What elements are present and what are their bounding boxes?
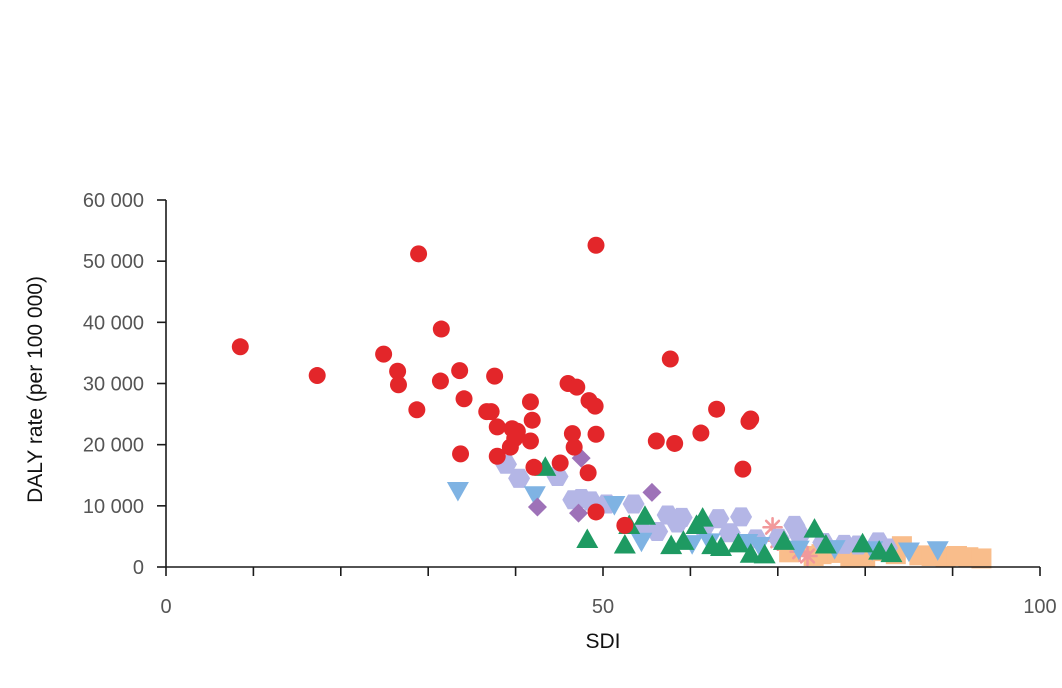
data-point-triangle-up — [739, 543, 762, 563]
data-point-diamond — [642, 482, 662, 502]
y-tick-label: 20 000 — [83, 435, 144, 457]
y-axis-title: DALY rate (per 100 000) — [24, 276, 47, 503]
data-point-circle — [488, 447, 506, 465]
data-point-triangle-up — [803, 518, 826, 538]
data-point-circle — [451, 362, 469, 380]
data-point-circle — [455, 390, 473, 408]
data-point-circle — [587, 503, 605, 521]
y-axis-ticks: 0 10 000 20 000 30 000 40 000 50 000 60 000 — [83, 190, 166, 579]
data-point-circle — [482, 403, 500, 421]
data-point-triangle-down — [603, 496, 626, 516]
data-point-circle — [525, 458, 543, 476]
data-point-circle — [734, 460, 752, 478]
y-tick-label: 60 000 — [83, 190, 144, 212]
data-point-circle — [486, 367, 504, 385]
data-point-hexagon — [788, 525, 811, 545]
data-point-triangle-down — [630, 532, 653, 553]
asterisk-stroke — [764, 519, 781, 535]
data-point-square — [971, 548, 992, 569]
data-point-circle — [661, 350, 679, 368]
data-point-circle — [488, 418, 506, 436]
data-point-circle — [410, 245, 428, 263]
data-point-circle — [692, 424, 710, 442]
data-point-hexagon — [646, 522, 669, 542]
data-point-circle — [586, 397, 604, 415]
data-point-triangle-up — [633, 505, 656, 525]
data-point-circle — [389, 362, 407, 380]
data-point-hexagon — [707, 509, 730, 529]
data-point-triangle-up — [814, 533, 837, 554]
data-point-circle — [579, 464, 597, 482]
data-point-circle — [587, 236, 605, 254]
x-tick-label: 0 — [160, 596, 171, 618]
data-point-circle — [508, 422, 526, 440]
data-point-circle — [616, 516, 634, 534]
data-point-triangle-down — [897, 542, 920, 563]
data-point-circle — [389, 376, 407, 394]
data-point-triangle-up — [727, 532, 750, 553]
data-point-circle — [708, 400, 726, 418]
data-point-triangle-up — [691, 507, 714, 527]
x-axis-title: SDI — [585, 630, 620, 653]
data-point-triangle-up — [576, 528, 599, 549]
series-circle — [231, 236, 760, 534]
data-point-hexagon — [718, 523, 741, 543]
x-tick-label: 50 — [592, 596, 614, 618]
x-axis-ticks: 0 50 100 — [160, 567, 1057, 618]
data-point-triangle-up — [613, 533, 636, 554]
data-point-triangle-up — [851, 532, 874, 553]
data-point-circle — [647, 432, 665, 450]
data-point-hexagon — [730, 507, 753, 527]
y-tick-label: 50 000 — [83, 251, 144, 273]
data-point-triangle-down — [787, 540, 810, 561]
data-point-triangle-up — [753, 543, 776, 564]
data-point-hexagon — [622, 494, 645, 514]
data-point-circle — [563, 425, 581, 443]
asterisk-stroke — [799, 548, 816, 564]
data-point-hexagon — [670, 507, 693, 527]
data-points — [231, 236, 992, 569]
data-point-triangle-down — [446, 481, 469, 502]
data-point-circle — [408, 401, 426, 419]
data-point-circle — [308, 367, 326, 385]
data-point-triangle-up — [880, 542, 903, 563]
data-point-triangle-down — [523, 486, 546, 506]
y-tick-label: 30 000 — [83, 374, 144, 396]
data-point-circle — [587, 425, 605, 443]
data-point-circle — [568, 378, 586, 396]
data-point-triangle-up — [772, 530, 795, 550]
data-point-circle — [565, 438, 583, 456]
data-point-triangle-down — [748, 537, 771, 557]
data-point-circle — [523, 411, 541, 429]
data-point-circle — [375, 345, 393, 363]
data-point-circle — [521, 393, 539, 411]
x-tick-label: 100 — [1023, 596, 1056, 618]
data-point-circle — [432, 320, 450, 338]
data-point-circle — [551, 454, 569, 472]
data-point-circle — [431, 372, 449, 390]
data-point-hexagon — [508, 468, 531, 488]
y-tick-label: 0 — [133, 557, 144, 579]
y-tick-label: 10 000 — [83, 496, 144, 518]
data-point-circle — [521, 432, 539, 450]
data-point-diamond — [569, 503, 589, 523]
data-point-circle — [666, 434, 684, 452]
data-point-triangle-up — [709, 536, 732, 557]
axes: 0 50 100 0 10 000 20 000 30 000 40 000 50 000 60… — [83, 190, 1057, 618]
y-tick-label: 40 000 — [83, 312, 144, 334]
data-point-triangle-down — [926, 541, 949, 561]
data-point-triangle-up — [672, 530, 695, 550]
data-point-circle — [742, 410, 760, 428]
data-point-circle — [231, 338, 249, 356]
data-point-diamond — [527, 497, 547, 517]
data-point-circle — [452, 445, 470, 463]
